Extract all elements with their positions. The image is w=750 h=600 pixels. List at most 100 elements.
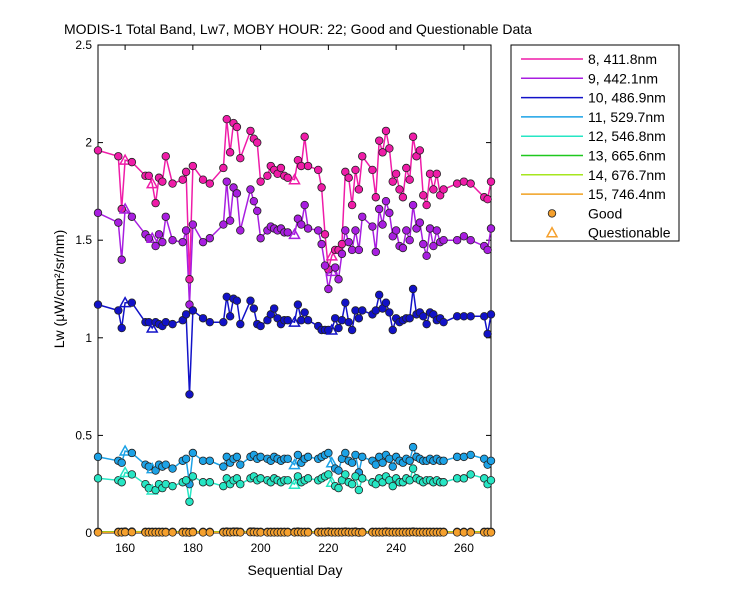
data-point (388, 325, 397, 335)
data-point (334, 483, 343, 493)
data-point (486, 456, 496, 465)
data-point (161, 152, 170, 161)
data-point (300, 132, 309, 141)
data-point (303, 316, 313, 325)
data-point (117, 255, 126, 264)
data-point (222, 177, 231, 186)
legend-label: 8, 411.8nm (588, 51, 657, 67)
data-point (347, 458, 357, 467)
legend-label: 10, 486.9nm (588, 90, 666, 106)
data-point (236, 480, 245, 489)
data-point (168, 481, 177, 491)
x-tick-label: 240 (386, 541, 406, 555)
data-point (347, 480, 357, 489)
data-point (347, 325, 357, 335)
data-point (330, 263, 340, 272)
data-point (429, 241, 438, 251)
data-point (378, 458, 387, 467)
data-point (263, 171, 272, 180)
data-point (334, 275, 343, 284)
legend-label: 14, 676.7nm (588, 167, 666, 183)
data-point (320, 230, 330, 239)
data-point (283, 476, 292, 485)
data-point (358, 152, 367, 161)
data-point (439, 478, 448, 487)
data-point (93, 452, 103, 462)
legend-label: 15, 746.4nm (588, 186, 666, 202)
data-point (236, 460, 245, 469)
data-point (341, 298, 350, 307)
data-point (225, 148, 235, 157)
data-point (205, 456, 215, 465)
data-point (354, 314, 364, 323)
data-point (232, 452, 242, 462)
data-point (246, 296, 255, 305)
data-point (222, 114, 231, 124)
data-point (225, 312, 235, 321)
markers-layer (93, 114, 496, 537)
x-tick-label: 200 (251, 541, 271, 555)
data-point (249, 304, 259, 313)
legend-label: Questionable (588, 225, 671, 241)
data-point (178, 175, 187, 184)
data-point (314, 165, 323, 175)
data-point (117, 458, 126, 467)
data-point (398, 193, 408, 202)
data-point (297, 220, 306, 229)
y-tick-label: 1.5 (75, 233, 92, 247)
data-point (198, 237, 208, 247)
data-point (422, 251, 431, 261)
data-point (432, 226, 441, 235)
data-point (236, 154, 245, 163)
data-point (114, 152, 123, 161)
data-point (408, 442, 418, 452)
data-point (344, 173, 353, 182)
data-point (334, 323, 343, 333)
data-point (483, 195, 492, 204)
data-point (188, 528, 198, 537)
data-point (188, 306, 198, 315)
data-point (168, 179, 177, 188)
data-point (283, 316, 292, 325)
data-point (188, 220, 198, 229)
legend-label: 11, 529.7nm (588, 109, 665, 125)
data-point (398, 243, 408, 253)
data-point (205, 234, 215, 243)
data-point (459, 474, 469, 483)
data-point (168, 528, 177, 537)
data-point (93, 146, 103, 155)
data-point (188, 472, 198, 481)
data-point (486, 177, 496, 186)
data-point (205, 179, 215, 188)
data-point (486, 310, 496, 319)
chart-title: MODIS-1 Total Band, Lw7, MOBY HOUR: 22; … (64, 21, 532, 37)
data-point (181, 226, 191, 235)
questionable-marker (288, 458, 301, 470)
data-point (236, 528, 245, 537)
data-point (408, 200, 418, 210)
data-point (405, 314, 414, 323)
data-point (351, 165, 360, 175)
data-point (419, 312, 428, 321)
questionable-marker (288, 477, 301, 489)
questionable-marker (145, 231, 159, 243)
x-axis-label: Sequential Day (248, 562, 343, 578)
data-point (168, 464, 177, 473)
questionable-marker (288, 315, 301, 327)
data-point (408, 464, 418, 473)
data-point (154, 230, 164, 239)
x-tick-label: 160 (115, 541, 135, 555)
data-point (151, 198, 160, 208)
data-point (486, 224, 496, 233)
data-point (429, 185, 438, 194)
data-point (219, 317, 228, 327)
data-point (378, 220, 387, 229)
data-point (402, 163, 411, 173)
data-point (127, 470, 137, 479)
data-point (415, 218, 425, 227)
data-point (358, 474, 367, 483)
data-point (303, 474, 313, 483)
legend-questionable-marker (545, 226, 559, 238)
y-tick-label: 2 (85, 136, 92, 150)
data-point (395, 185, 404, 194)
